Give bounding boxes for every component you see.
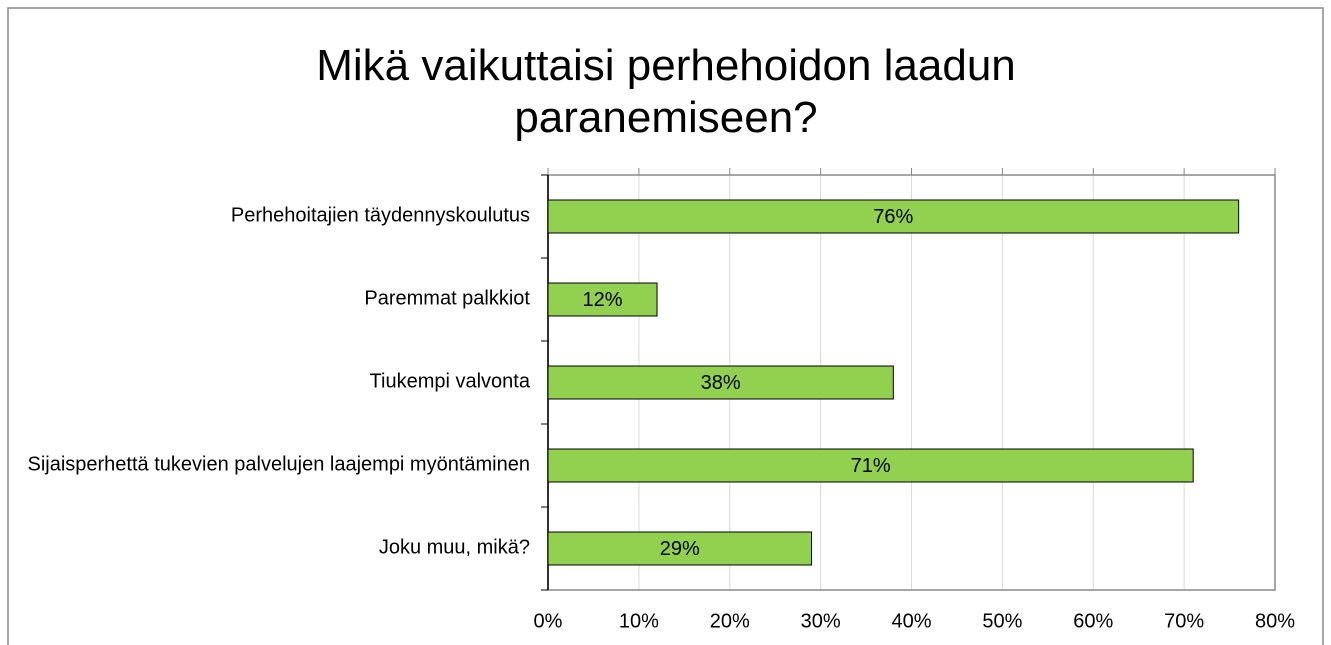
x-tick-label: 40% <box>891 610 931 632</box>
y-tick-label: Perhehoitajien täydennyskoulutus <box>231 205 530 227</box>
data-label: 38% <box>701 372 741 394</box>
y-tick-label: Sijaisperhettä tukevien palvelujen laaje… <box>27 454 530 476</box>
bar <box>547 365 894 400</box>
data-label: 76% <box>873 206 913 228</box>
bar <box>547 282 658 317</box>
data-label: 71% <box>851 455 891 477</box>
y-tick-label: Joku muu, mikä? <box>379 537 530 559</box>
x-tick-label: 10% <box>619 610 659 632</box>
y-tick-label: Tiukempi valvonta <box>370 371 531 393</box>
x-tick-label: 0% <box>534 610 563 632</box>
x-tick-label: 80% <box>1255 610 1295 632</box>
bar <box>547 448 1194 483</box>
y-tick-label: Paremmat palkkiot <box>364 288 530 310</box>
bar <box>547 199 1240 234</box>
x-tick-label: 70% <box>1164 610 1204 632</box>
bar <box>547 531 813 566</box>
chart-title: Mikä vaikuttaisi perhehoidon laadun paran… <box>316 41 1016 142</box>
data-label: 12% <box>583 289 623 311</box>
x-tick-label: 20% <box>710 610 750 632</box>
x-tick-label: 30% <box>801 610 841 632</box>
data-label: 29% <box>660 538 700 560</box>
x-tick-label: 50% <box>982 610 1022 632</box>
x-tick-label: 60% <box>1073 610 1113 632</box>
